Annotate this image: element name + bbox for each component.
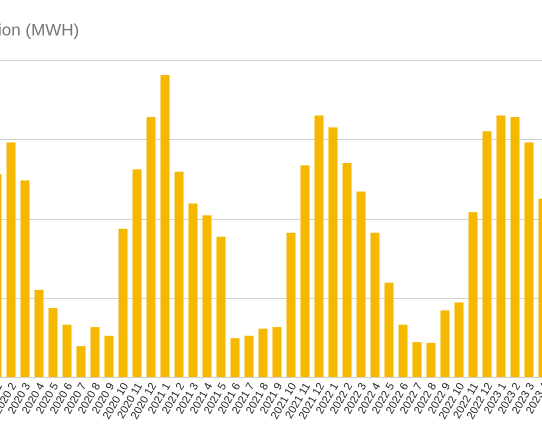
- bar: [454, 302, 464, 377]
- bar: [174, 171, 184, 377]
- chart-title: ion (MWH): [0, 20, 79, 39]
- bar: [356, 191, 366, 377]
- bar: [524, 142, 534, 377]
- bar: [216, 236, 226, 377]
- bar: [76, 346, 86, 377]
- bar: [496, 115, 506, 377]
- bar: [258, 328, 268, 377]
- bar: [118, 228, 128, 377]
- bar: [244, 335, 254, 377]
- bar: [272, 327, 282, 377]
- bar: [20, 180, 30, 377]
- bar: [510, 117, 520, 377]
- bar: [34, 289, 44, 377]
- bar: [482, 131, 492, 377]
- bar: [202, 215, 212, 377]
- bar: [440, 310, 450, 377]
- bar: [398, 324, 408, 377]
- bar: [48, 308, 58, 377]
- bar: [160, 75, 170, 378]
- bar: [384, 282, 394, 377]
- bar: [300, 165, 310, 377]
- bar: [188, 203, 198, 377]
- bar: [538, 198, 542, 377]
- bar: [342, 163, 352, 377]
- bar: [286, 232, 296, 377]
- bar: [230, 338, 240, 377]
- bar: [328, 127, 338, 377]
- bar: [6, 142, 16, 377]
- bar: [146, 117, 156, 377]
- bar: [468, 212, 478, 377]
- bar: [0, 174, 2, 377]
- bar: [90, 327, 100, 377]
- bar: [132, 169, 142, 377]
- bar: [412, 342, 422, 377]
- bar: [62, 324, 72, 377]
- bar: [314, 115, 324, 377]
- bar: [426, 342, 436, 377]
- bar: [104, 335, 114, 377]
- bar: [370, 232, 380, 377]
